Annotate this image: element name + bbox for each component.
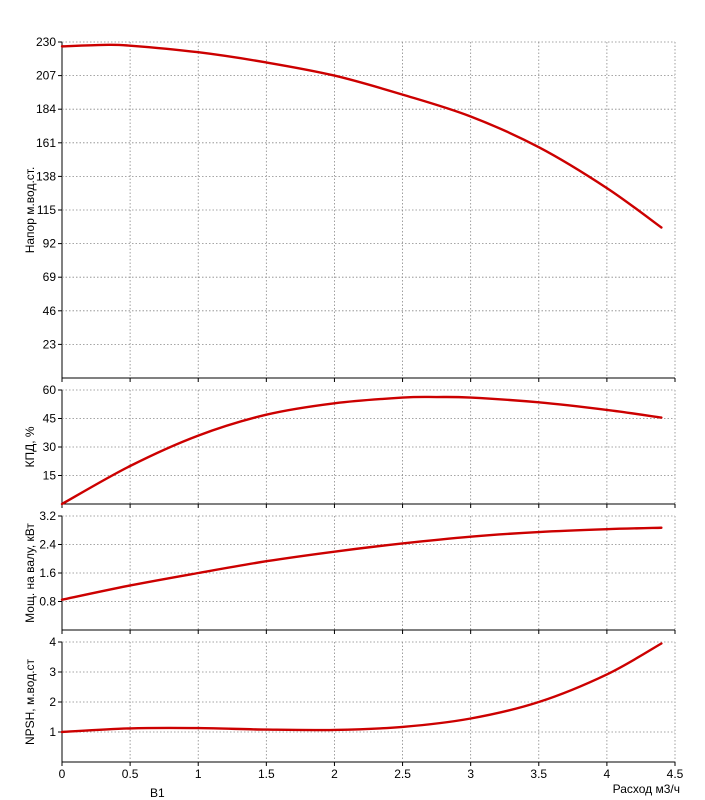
x-axis-label: Расход м3/ч: [613, 782, 680, 796]
panel-0-ylabel: Напор м.вод.ст.: [23, 167, 37, 254]
panel-1-ytick-label: 30: [43, 440, 57, 454]
panel-0-ytick-label: 161: [36, 136, 56, 150]
panel-0-ytick-label: 46: [43, 304, 57, 318]
panel-0-ytick-label: 207: [36, 69, 56, 83]
xtick-label: 0: [59, 767, 66, 781]
panel-0-ytick-label: 115: [37, 203, 56, 217]
panel-3-series-line: [60, 642, 663, 734]
panel-1-ytick-label: 45: [43, 412, 57, 426]
panel-0-series-line: [60, 43, 663, 229]
panel-0-ytick-label: 69: [43, 270, 57, 284]
panel-2-series-line: [60, 526, 663, 601]
panel-2-ytick-label: 0.8: [39, 595, 56, 609]
panel-0-ytick-label: 230: [36, 35, 56, 49]
panel-3-ytick-label: 2: [49, 695, 56, 709]
panel-0-ytick-label: 92: [43, 237, 57, 251]
xtick-label: 3: [467, 767, 474, 781]
xtick-label: 4.5: [667, 767, 684, 781]
xtick-label: 1.5: [258, 767, 275, 781]
panel-1-ytick-label: 60: [43, 383, 57, 397]
panel-2-ytick-label: 2.4: [39, 538, 56, 552]
panel-1-series-line: [60, 395, 663, 506]
panel-3-ytick-label: 1: [49, 725, 56, 739]
panel-2-ytick-label: 1.6: [39, 566, 56, 580]
curve-label-b1: В1: [150, 786, 165, 800]
xtick-label: 2: [331, 767, 338, 781]
panel-0-ytick-label: 138: [36, 169, 56, 183]
panel-3-ytick-label: 4: [49, 635, 56, 649]
xtick-label: 1: [195, 767, 202, 781]
panel-2-ytick-label: 3.2: [39, 509, 56, 523]
xtick-label: 4: [604, 767, 611, 781]
panel-3-ylabel: NPSH, м.вод.ст: [23, 658, 37, 745]
panel-3-ytick-label: 3: [49, 665, 56, 679]
panel-1-ylabel: КПД, %: [23, 426, 37, 467]
panel-1-ytick-label: 15: [43, 469, 57, 483]
xtick-label: 0.5: [122, 767, 139, 781]
xtick-label: 3.5: [530, 767, 547, 781]
panel-2-ylabel: Мощ. на валу, кВт: [23, 523, 37, 623]
panel-0-ytick-label: 184: [36, 102, 56, 116]
panel-0-ytick-label: 23: [43, 337, 57, 351]
xtick-label: 2.5: [394, 767, 411, 781]
